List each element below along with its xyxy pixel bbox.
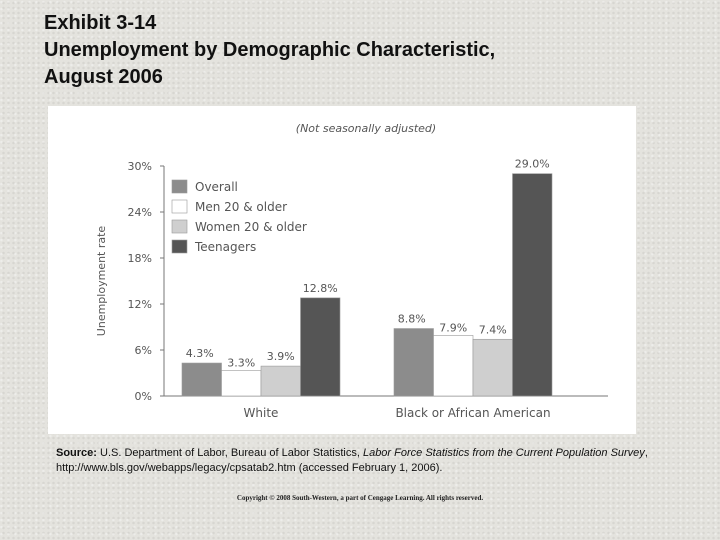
legend-swatch <box>171 219 188 234</box>
title-line-2: Unemployment by Demographic Characterist… <box>44 39 496 61</box>
y-tick-label: 12% <box>128 298 152 311</box>
title-line-1: Exhibit 3-14 <box>44 12 157 34</box>
y-tick-label: 18% <box>128 252 152 265</box>
bar-value-label: 8.8% <box>398 313 426 326</box>
y-tick-label: 24% <box>128 206 152 219</box>
chart-panel: (Not seasonally adjusted) Unemployment ra… <box>48 106 636 434</box>
bar-men-20-older <box>433 335 474 397</box>
chart-subtitle: (Not seasonally adjusted) <box>296 122 436 135</box>
bar-women-20-older <box>260 365 301 397</box>
bar-value-label: 29.0% <box>515 158 550 171</box>
copyright-notice: Copyright © 2008 South-Western, a part o… <box>236 494 484 502</box>
legend-swatch <box>171 179 188 194</box>
x-category-label: White <box>244 406 279 420</box>
bar-value-label: 7.9% <box>439 321 467 334</box>
bar-men-20-older <box>221 370 262 397</box>
bar-teenagers <box>512 173 553 397</box>
y-tick-label: 30% <box>128 160 152 173</box>
legend-label: Men 20 & older <box>195 200 287 214</box>
bar-value-label: 3.9% <box>267 350 295 363</box>
bar-value-label: 12.8% <box>303 282 338 295</box>
bar-chart: (Not seasonally adjusted) Unemployment ra… <box>95 122 608 420</box>
y-tick-label: 0% <box>135 390 152 403</box>
bar-women-20-older <box>472 338 513 397</box>
source-publication: Labor Force Statistics from the Current … <box>362 447 645 459</box>
source-note: Source: U.S. Department of Labor, Bureau… <box>56 446 676 476</box>
bar-value-label: 4.3% <box>186 347 214 360</box>
source-label: Source: <box>56 447 97 459</box>
bar-value-label: 7.4% <box>479 323 507 336</box>
legend-label: Teenagers <box>194 240 256 254</box>
source-text-2: , http://www.bls.gov/webapps/legacy/cpsa… <box>56 447 648 474</box>
exhibit-title: Exhibit 3-14 Unemployment by Demographic… <box>44 10 684 91</box>
x-category-label: Black or African American <box>395 406 550 420</box>
source-text-1: U.S. Department of Labor, Bureau of Labo… <box>96 447 363 459</box>
legend-label: Overall <box>195 180 238 194</box>
title-line-3: August 2006 <box>44 66 163 88</box>
bar-overall <box>393 328 434 397</box>
bar-overall <box>181 362 222 397</box>
y-axis-label: Unemployment rate <box>95 226 108 337</box>
legend-swatch <box>171 199 188 214</box>
bar-value-label: 3.3% <box>227 357 255 370</box>
legend-swatch <box>171 239 188 254</box>
bar-teenagers <box>300 297 341 397</box>
legend-label: Women 20 & older <box>195 220 307 234</box>
y-tick-label: 6% <box>135 344 152 357</box>
